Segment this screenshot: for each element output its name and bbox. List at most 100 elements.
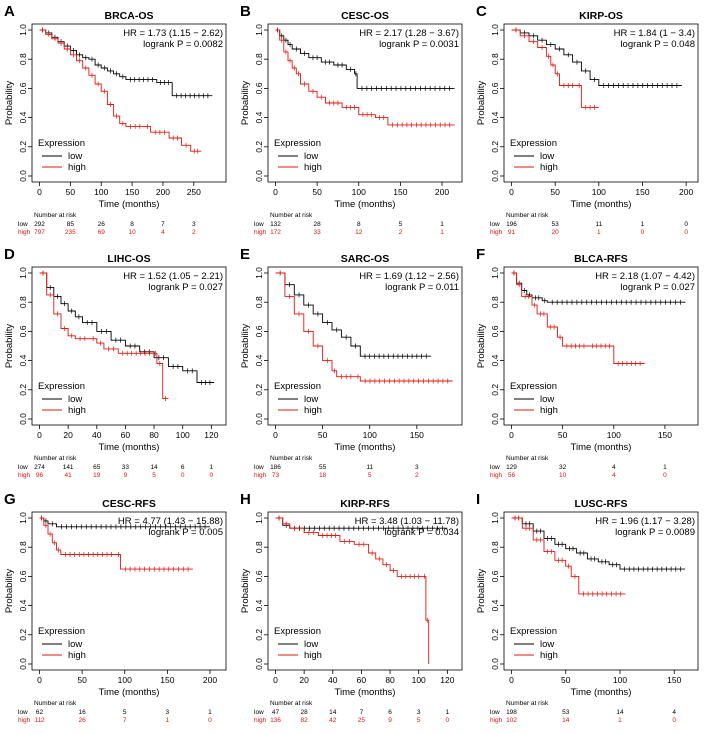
legend-label-low: low bbox=[540, 151, 554, 162]
y-tick-label: 0.2 bbox=[254, 141, 264, 153]
risk-count-low: 1 bbox=[210, 464, 214, 471]
risk-count-low: 7 bbox=[161, 221, 165, 228]
risk-count-low: 3 bbox=[166, 709, 170, 716]
x-tick-label: 100 bbox=[607, 430, 621, 440]
plot-frame bbox=[31, 266, 227, 426]
y-tick-label: 1.0 bbox=[254, 24, 264, 36]
legend-label-high: high bbox=[304, 650, 322, 661]
risk-count-high: 1 bbox=[440, 229, 444, 236]
number-at-risk-title: Number at risk bbox=[270, 212, 313, 219]
legend-title: Expression bbox=[274, 381, 321, 392]
legend-title: Expression bbox=[510, 138, 557, 149]
y-tick-label: 0.6 bbox=[18, 570, 28, 582]
risk-row-label-low: low bbox=[254, 464, 264, 471]
x-tick-label: 50 bbox=[558, 430, 568, 440]
km-panel-g: G CESC-RFS 0.0 0.2 0.4 0.6 0.8 1.0 Probability 0 5… bbox=[4, 491, 227, 724]
risk-count-low: 55 bbox=[319, 464, 327, 471]
risk-count-high: 0 bbox=[210, 472, 214, 479]
risk-count-high: 2 bbox=[415, 472, 419, 479]
legend-title: Expression bbox=[510, 626, 557, 637]
legend-label-high: high bbox=[68, 650, 86, 661]
x-tick-label: 120 bbox=[204, 430, 218, 440]
number-at-risk-title: Number at risk bbox=[270, 700, 313, 707]
y-tick-label: 0.0 bbox=[18, 658, 28, 670]
risk-count-high: 5 bbox=[417, 717, 421, 724]
risk-row-label-high: high bbox=[490, 717, 503, 724]
y-tick-label: 0.6 bbox=[254, 570, 264, 582]
risk-count-low: 11 bbox=[595, 221, 602, 228]
y-tick-label: 1.0 bbox=[490, 512, 500, 524]
x-tick-label: 50 bbox=[318, 430, 328, 440]
risk-count-low: 14 bbox=[329, 709, 337, 716]
legend-label-high: high bbox=[540, 405, 558, 416]
x-tick-label: 40 bbox=[92, 430, 102, 440]
x-tick-label: 100 bbox=[613, 675, 627, 685]
risk-count-low: 14 bbox=[616, 709, 624, 716]
risk-count-low: 28 bbox=[301, 709, 309, 716]
km-panel-d: D LIHC-OS 0.0 0.2 0.4 0.6 0.8 1.0 Probability 0 20… bbox=[4, 246, 227, 479]
panel-title: LUSC-RFS bbox=[574, 498, 627, 510]
y-tick-label: 0.0 bbox=[490, 658, 500, 670]
km-panel-f: F BLCA-RFS 0.0 0.2 0.4 0.6 0.8 1.0 Probability 0 5… bbox=[476, 246, 699, 479]
risk-count-high: 235 bbox=[65, 229, 76, 236]
y-tick-label: 0.4 bbox=[254, 599, 264, 611]
logrank-annotation: logrank P = 0.0031 bbox=[379, 39, 459, 50]
risk-count-high: 0 bbox=[181, 472, 185, 479]
number-at-risk-title: Number at risk bbox=[506, 700, 549, 707]
x-axis-label: Time (months) bbox=[335, 687, 396, 698]
panel-letter: D bbox=[4, 246, 15, 263]
y-tick-label: 0.8 bbox=[254, 296, 264, 308]
risk-row-label-low: low bbox=[18, 709, 28, 716]
x-tick-label: 50 bbox=[312, 187, 322, 197]
risk-count-high: 9 bbox=[388, 717, 392, 724]
plot-frame bbox=[503, 511, 699, 671]
hr-annotation: HR = 2.17 (1.28 − 3.67) bbox=[359, 28, 459, 39]
y-axis-label: Probability bbox=[476, 569, 487, 614]
risk-count-high: 69 bbox=[98, 229, 106, 236]
y-tick-label: 1.0 bbox=[18, 267, 28, 279]
risk-count-high: 102 bbox=[506, 717, 517, 724]
number-at-risk-title: Number at risk bbox=[34, 212, 77, 219]
legend-label-high: high bbox=[68, 405, 86, 416]
risk-count-high: 96 bbox=[36, 472, 44, 479]
y-tick-label: 0.0 bbox=[490, 413, 500, 425]
risk-count-low: 274 bbox=[34, 464, 45, 471]
y-tick-label: 0.4 bbox=[18, 111, 28, 123]
risk-count-high: 10 bbox=[128, 229, 136, 236]
y-tick-label: 0.8 bbox=[254, 541, 264, 553]
panel-title: SARC-OS bbox=[341, 253, 389, 265]
x-tick-label: 50 bbox=[561, 675, 571, 685]
legend-label-low: low bbox=[68, 394, 82, 405]
y-tick-label: 0.4 bbox=[490, 599, 500, 611]
risk-row-label-low: low bbox=[490, 464, 500, 471]
x-tick-label: 100 bbox=[94, 187, 108, 197]
x-tick-label: 60 bbox=[357, 675, 367, 685]
risk-count-high: 19 bbox=[93, 472, 101, 479]
risk-count-high: 5 bbox=[152, 472, 156, 479]
x-axis-label: Time (months) bbox=[335, 442, 396, 453]
risk-count-low: 3 bbox=[192, 221, 196, 228]
y-tick-label: 0.8 bbox=[18, 53, 28, 65]
x-tick-label: 100 bbox=[592, 187, 606, 197]
panel-letter: H bbox=[240, 491, 251, 508]
legend-title: Expression bbox=[510, 381, 557, 392]
risk-count-high: 1 bbox=[166, 717, 170, 724]
y-tick-label: 0.8 bbox=[18, 296, 28, 308]
x-tick-label: 100 bbox=[118, 675, 132, 685]
legend-label-high: high bbox=[304, 162, 322, 173]
y-tick-label: 0.4 bbox=[254, 111, 264, 123]
risk-count-low: 26 bbox=[98, 221, 106, 228]
legend-label-low: low bbox=[540, 639, 554, 650]
risk-count-low: 198 bbox=[506, 709, 517, 716]
y-tick-label: 0.6 bbox=[490, 82, 500, 94]
plot-frame bbox=[267, 266, 463, 426]
risk-row-label-high: high bbox=[254, 229, 267, 236]
risk-count-high: 42 bbox=[329, 717, 337, 724]
x-tick-label: 0 bbox=[37, 187, 42, 197]
risk-count-high: 0 bbox=[208, 717, 212, 724]
x-tick-label: 20 bbox=[63, 430, 73, 440]
risk-count-low: 292 bbox=[34, 221, 45, 228]
risk-count-high: 82 bbox=[301, 717, 309, 724]
x-tick-label: 200 bbox=[203, 675, 217, 685]
x-axis-label: Time (months) bbox=[571, 442, 632, 453]
